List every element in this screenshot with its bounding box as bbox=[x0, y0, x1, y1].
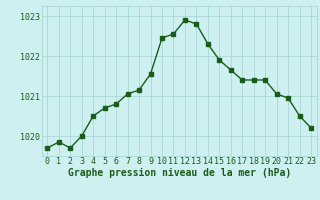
X-axis label: Graphe pression niveau de la mer (hPa): Graphe pression niveau de la mer (hPa) bbox=[68, 168, 291, 178]
